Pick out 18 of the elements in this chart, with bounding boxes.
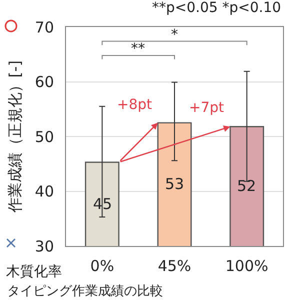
y-tick-label: 40 (34, 182, 54, 200)
x-tick-label: 0% (90, 257, 114, 275)
data-label: 53 (165, 175, 184, 193)
y-tick-label: 60 (34, 73, 54, 91)
annotation: ** (131, 41, 145, 57)
x-tick-label: 45% (158, 257, 192, 275)
text: **p<0.05 *p<0.10 (152, 0, 282, 16)
annotation: +8pt (117, 97, 153, 113)
annotation: +7pt (189, 100, 225, 116)
annotation: * (171, 27, 178, 43)
x-tick-label: 100% (225, 257, 268, 275)
y-tick-label: 70 (34, 18, 54, 36)
y-tick-label: 50 (34, 128, 54, 146)
y-tick-label: 30 (34, 237, 54, 256)
x-axis-title: 木質化率 (6, 264, 62, 280)
y-axis-title: 作業成績（正規化）[-] (6, 60, 24, 214)
text: タイピング作業成績の比較 (7, 284, 163, 299)
data-label: 52 (237, 177, 256, 195)
